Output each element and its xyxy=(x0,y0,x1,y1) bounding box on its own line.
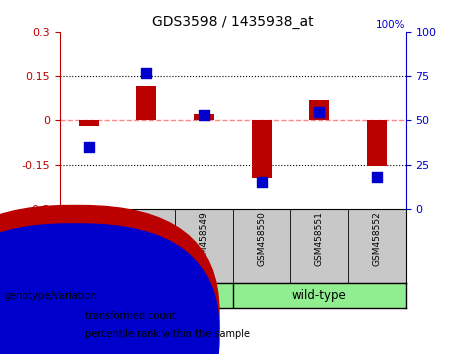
Point xyxy=(142,70,150,75)
Point xyxy=(258,179,266,185)
Bar xyxy=(194,114,214,120)
Text: transformed count: transformed count xyxy=(85,311,176,321)
Text: GSM458550: GSM458550 xyxy=(257,211,266,266)
Text: p300 +/-: p300 +/- xyxy=(121,289,172,302)
Point xyxy=(373,174,381,180)
Text: GSM458547: GSM458547 xyxy=(84,211,93,266)
Point xyxy=(85,144,92,150)
Text: 100%: 100% xyxy=(376,20,406,30)
Bar xyxy=(136,86,156,120)
Text: genotype/variation: genotype/variation xyxy=(5,291,97,301)
Text: percentile rank within the sample: percentile rank within the sample xyxy=(85,329,250,339)
Title: GDS3598 / 1435938_at: GDS3598 / 1435938_at xyxy=(152,16,313,29)
Text: wild-type: wild-type xyxy=(292,289,347,302)
Text: GSM458551: GSM458551 xyxy=(315,211,324,266)
Point xyxy=(315,109,323,114)
Bar xyxy=(367,120,387,166)
Text: GSM458548: GSM458548 xyxy=(142,211,151,266)
Bar xyxy=(79,120,99,126)
Bar xyxy=(252,120,272,178)
Point xyxy=(200,112,207,118)
Text: GSM458549: GSM458549 xyxy=(200,211,208,266)
Text: GSM458552: GSM458552 xyxy=(372,211,381,266)
Bar xyxy=(309,100,329,120)
